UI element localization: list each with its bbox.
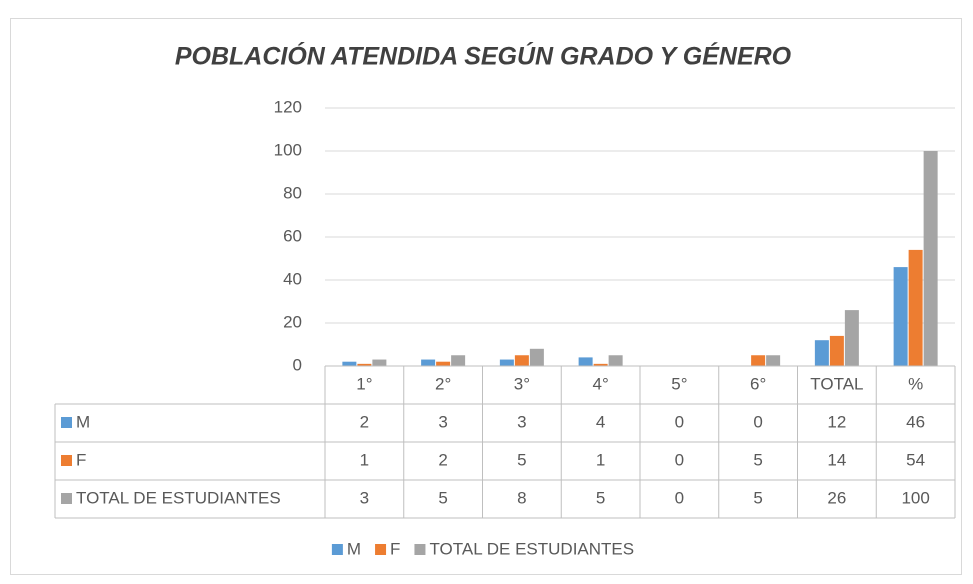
- table-cell: 12: [827, 412, 846, 431]
- table-cell: 2: [438, 450, 447, 469]
- x-tick-label: 4°: [592, 374, 608, 393]
- bar: [593, 363, 608, 366]
- bar: [814, 340, 829, 366]
- legend-label: TOTAL DE ESTUDIANTES: [429, 539, 634, 558]
- legend-key: [375, 544, 387, 555]
- y-tick-label: 80: [283, 183, 302, 202]
- row-label: F: [76, 450, 86, 469]
- table-cell: 5: [438, 488, 447, 507]
- table-cell: 3: [517, 412, 526, 431]
- table-cell: 5: [753, 450, 762, 469]
- row-label: TOTAL DE ESTUDIANTES: [76, 488, 281, 507]
- bar: [751, 355, 766, 366]
- bar: [766, 355, 781, 366]
- bar: [844, 310, 859, 366]
- bar: [829, 335, 844, 366]
- table-cell: 0: [753, 412, 762, 431]
- x-tick-label: 6°: [750, 374, 766, 393]
- chart-title: POBLACIÓN ATENDIDA SEGÚN GRADO Y GÉNERO: [175, 42, 792, 71]
- bar: [923, 151, 938, 366]
- bar: [451, 355, 466, 366]
- table-cell: 2: [360, 412, 369, 431]
- table-cell: 54: [906, 450, 925, 469]
- x-tick-label: 2°: [435, 374, 451, 393]
- table-cell: 26: [827, 488, 846, 507]
- legend-item: TOTAL DE ESTUDIANTES: [414, 539, 634, 558]
- legend-key: [331, 544, 343, 555]
- legend-key: [414, 544, 426, 555]
- table-cell: 1: [360, 450, 369, 469]
- legend-item: M: [331, 539, 361, 558]
- table-cell: 0: [675, 412, 684, 431]
- chart-border: [10, 18, 962, 575]
- legend-item: F: [375, 539, 400, 558]
- bar: [436, 361, 451, 366]
- table-cell: 5: [596, 488, 605, 507]
- y-tick-label: 20: [283, 312, 302, 331]
- legend-label: F: [390, 539, 400, 558]
- y-tick-label: 60: [283, 226, 302, 245]
- x-tick-label: 3°: [514, 374, 530, 393]
- row-label: M: [76, 412, 90, 431]
- legend-label: M: [347, 539, 361, 558]
- x-tick-label: TOTAL: [810, 374, 863, 393]
- bar: [372, 359, 387, 366]
- table-cell: 0: [675, 450, 684, 469]
- table-cell: 14: [827, 450, 846, 469]
- bar: [529, 348, 544, 366]
- y-tick-label: 120: [274, 97, 302, 116]
- y-tick-label: 100: [274, 140, 302, 159]
- bar: [499, 359, 514, 366]
- table-cell: 4: [596, 412, 605, 431]
- bar: [514, 355, 529, 366]
- table-cell: 100: [901, 488, 929, 507]
- bar: [357, 363, 372, 366]
- bar: [608, 355, 623, 366]
- x-tick-label: 1°: [356, 374, 372, 393]
- table-cell: 3: [438, 412, 447, 431]
- bar: [342, 361, 357, 366]
- legend-key: [61, 455, 72, 466]
- bar: [421, 359, 436, 366]
- x-tick-label: 5°: [671, 374, 687, 393]
- bar: [893, 267, 908, 366]
- y-tick-label: 40: [283, 269, 302, 288]
- legend-key: [61, 493, 72, 504]
- bar: [908, 249, 923, 366]
- table-cell: 5: [753, 488, 762, 507]
- table-cell: 0: [675, 488, 684, 507]
- table-cell: 1: [596, 450, 605, 469]
- table-cell: 3: [360, 488, 369, 507]
- table-cell: 46: [906, 412, 925, 431]
- table-cell: 5: [517, 450, 526, 469]
- x-tick-label: %: [908, 374, 923, 393]
- legend-key: [61, 417, 72, 428]
- bar: [578, 357, 593, 366]
- y-tick-label: 0: [293, 355, 302, 374]
- table-cell: 8: [517, 488, 526, 507]
